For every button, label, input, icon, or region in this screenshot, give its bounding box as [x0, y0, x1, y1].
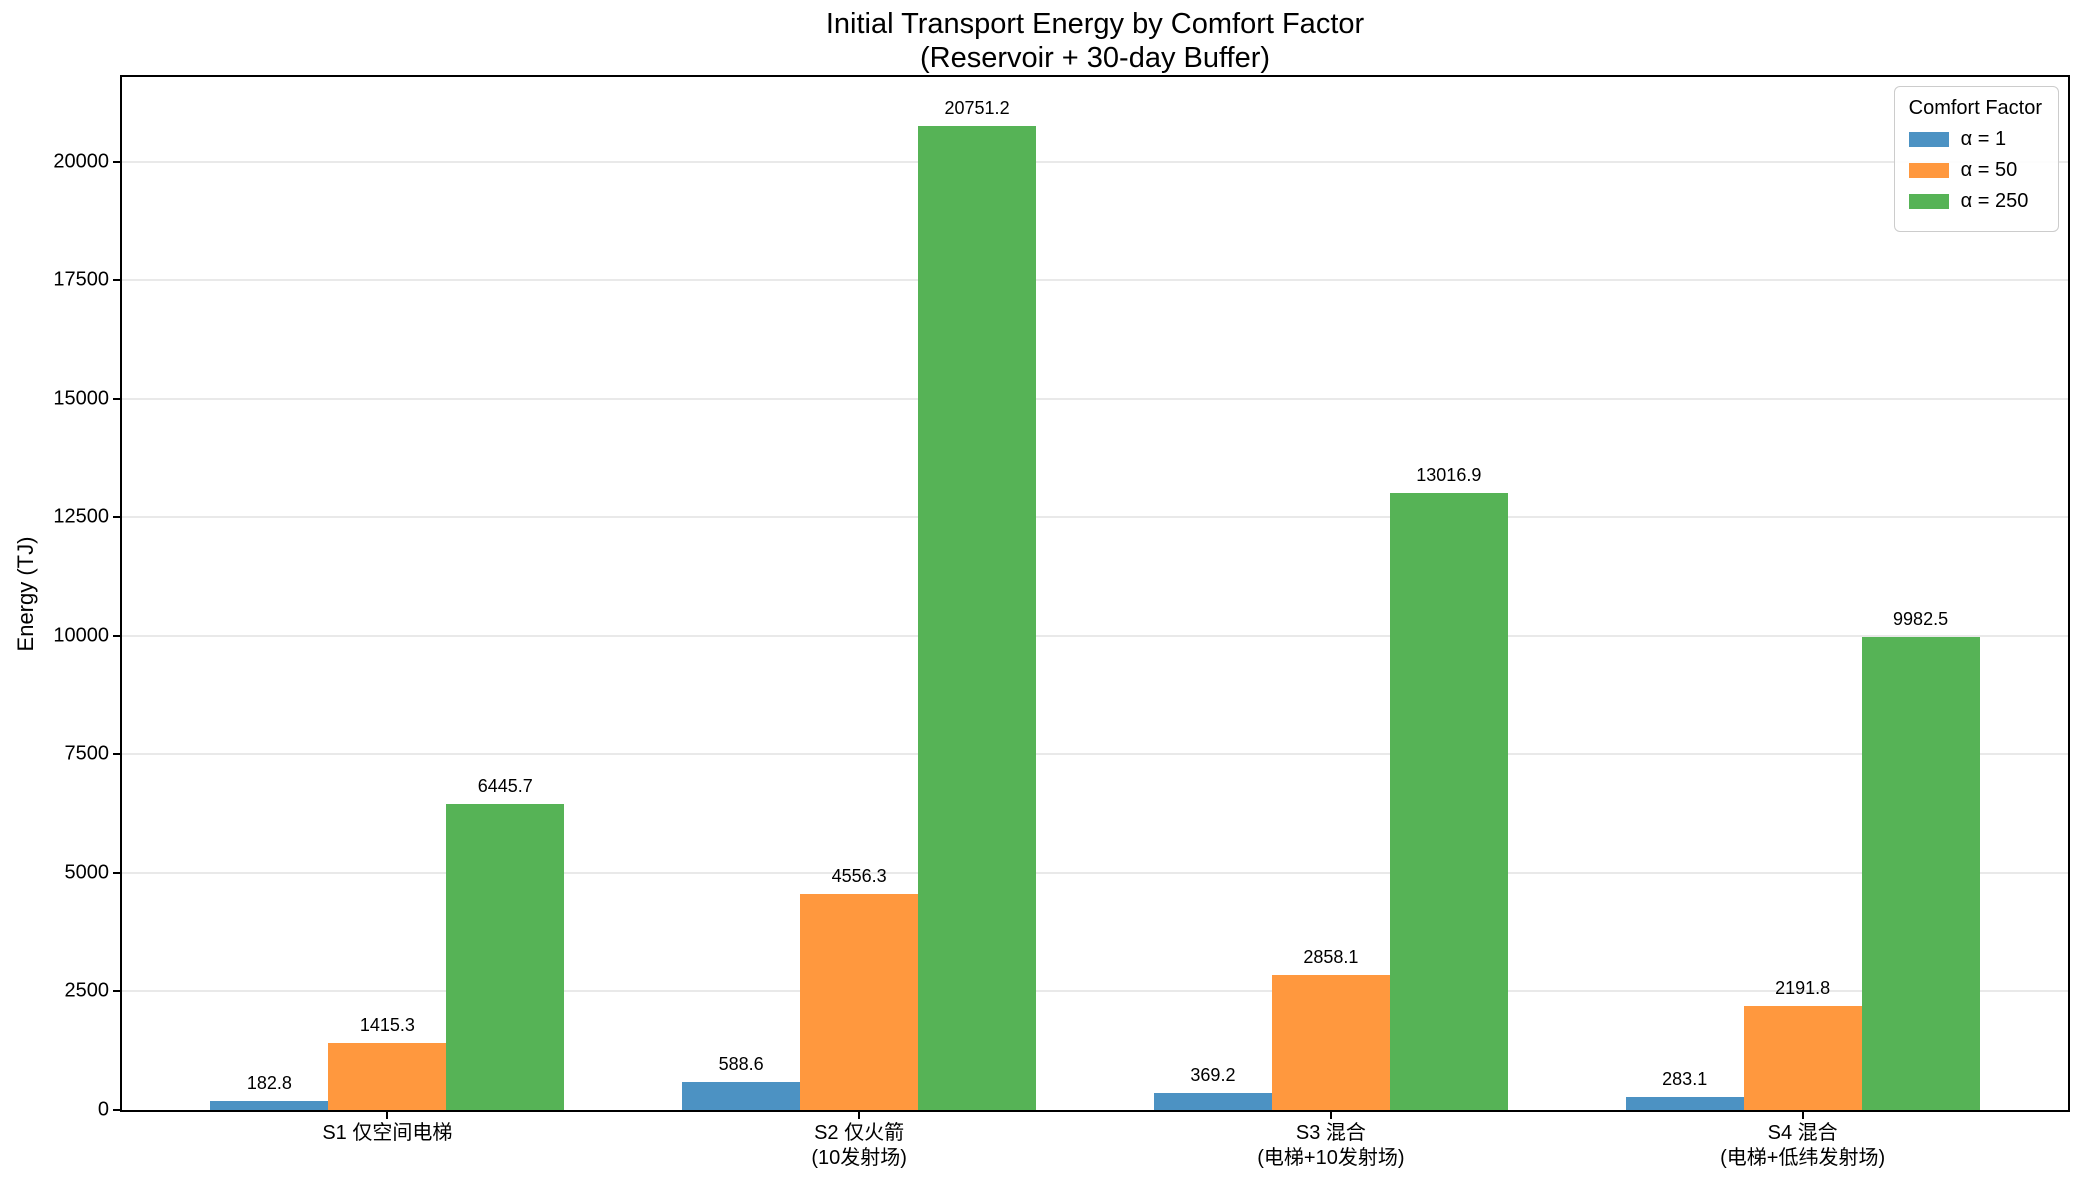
legend: Comfort Factor α = 1 α = 50 α = 250 [1893, 86, 2059, 232]
x-tick-label: S3 混合 (电梯+10发射场) [1257, 1122, 1405, 1169]
y-tick [113, 871, 120, 874]
y-tick-label: 5000 [64, 861, 110, 884]
gridline [122, 634, 2068, 637]
legend-swatch [1908, 194, 1949, 209]
gridline [122, 871, 2068, 874]
bar-value-label: 9982.5 [1893, 608, 1949, 629]
gridline [122, 160, 2068, 163]
legend-items: α = 1 α = 50 α = 250 [1908, 128, 2042, 213]
chart-title-line1: Initial Transport Energy by Comfort Fact… [825, 8, 1365, 40]
plot-area: Comfort Factor α = 1 α = 50 α = 250 0 2500 5… [53, 75, 2070, 1169]
y-tick-label: 20000 [53, 150, 109, 173]
y-tick-label: 17500 [53, 268, 109, 291]
y-tick [113, 634, 120, 637]
bar [328, 1042, 447, 1110]
bar [446, 804, 565, 1110]
legend-swatch [1908, 132, 1949, 147]
y-axis-label: Energy (TJ) [13, 536, 38, 652]
y-tick-label: 2500 [64, 979, 110, 1002]
gridline [122, 990, 2068, 993]
chart-title: Initial Transport Energy by Comfort Fact… [120, 7, 2070, 75]
bar-value-label: 1415.3 [359, 1014, 415, 1035]
x-tick-label: S2 仅火箭 (10发射场) [811, 1122, 907, 1169]
bar [1861, 636, 1980, 1110]
y-tick [113, 516, 120, 519]
y-tick [113, 990, 120, 993]
bar-value-label: 4556.3 [831, 866, 887, 886]
y-tick-label: 10000 [53, 624, 109, 647]
legend-item: α = 1 [1908, 128, 2042, 151]
bar-value-label: 283.1 [1662, 1068, 1708, 1089]
legend-item-label: α = 50 [1960, 159, 2018, 181]
y-tick [113, 1109, 120, 1111]
bar [1743, 1006, 1862, 1110]
bar-value-label: 2858.1 [1303, 946, 1359, 967]
bar-value-label: 20751.2 [944, 98, 1010, 119]
bar [1625, 1096, 1744, 1110]
y-tick-label: 0 [97, 1098, 109, 1121]
bar [800, 894, 919, 1110]
y-tick-label: 12500 [53, 505, 109, 528]
bar-value-label: 588.6 [718, 1054, 764, 1075]
x-tick-label: S4 混合 (电梯+低纬发射场) [1720, 1122, 1886, 1169]
bar [1389, 492, 1508, 1110]
gridline [122, 397, 2068, 400]
x-tick [1801, 1112, 1804, 1119]
gridline [122, 753, 2068, 756]
legend-item-label: α = 1 [1960, 128, 2007, 150]
x-tick [858, 1112, 861, 1119]
y-tick-label: 15000 [53, 387, 109, 410]
x-tick-label: S1 仅空间电梯 [322, 1122, 453, 1144]
gridline [122, 279, 2068, 282]
bar [1153, 1092, 1272, 1110]
y-tick [113, 160, 120, 163]
y-tick [113, 279, 120, 282]
bar-value-label: 13016.9 [1416, 464, 1482, 485]
bar-value-label: 6445.7 [477, 776, 533, 797]
gridline [122, 516, 2068, 519]
bar-value-label: 182.8 [246, 1073, 292, 1094]
x-tick [1329, 1112, 1332, 1119]
chart-title-line2: (Reservoir + 30-day Buffer) [919, 42, 1271, 74]
bar-value-label: 369.2 [1190, 1064, 1236, 1085]
bar [1271, 974, 1390, 1110]
legend-item: α = 250 [1908, 190, 2042, 213]
y-tick [113, 397, 120, 400]
bar [682, 1082, 801, 1110]
y-tick-label: 7500 [64, 742, 110, 765]
legend-title: Comfort Factor [1908, 97, 2042, 119]
y-tick [113, 753, 120, 756]
legend-swatch [1908, 163, 1949, 178]
bar-value-label: 2191.8 [1775, 978, 1831, 999]
x-tick [386, 1112, 389, 1119]
legend-item: α = 50 [1908, 159, 2042, 182]
bar [210, 1101, 329, 1110]
legend-item-label: α = 250 [1960, 190, 2029, 212]
bar [918, 126, 1037, 1110]
